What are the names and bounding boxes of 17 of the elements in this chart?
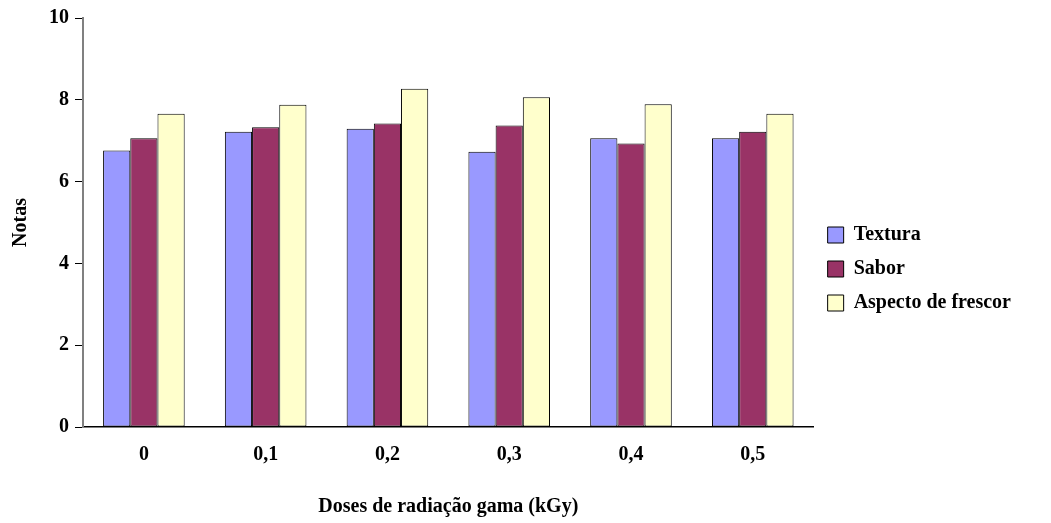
x-tick-label: 0,1 <box>253 442 279 465</box>
legend-label: Aspecto de frescor <box>853 290 1012 314</box>
legend-label: Textura <box>853 222 921 245</box>
x-axis-title: Doses de radiação gama (kGy) <box>318 494 579 518</box>
y-tick-label: 10 <box>49 5 69 28</box>
legend-label: Sabor <box>853 256 905 279</box>
y-tick-label: 6 <box>59 168 69 191</box>
y-tick-label: 2 <box>59 332 69 355</box>
x-tick-label: 0,2 <box>374 442 400 465</box>
x-tick-label: 0,5 <box>740 442 766 465</box>
y-tick-label: 0 <box>59 414 69 437</box>
x-tick-label: 0,4 <box>618 442 644 465</box>
x-tick-label: 0,3 <box>496 442 522 465</box>
x-tick-label: 0 <box>138 442 149 465</box>
y-tick-label: 8 <box>59 86 69 109</box>
y-axis-title: Notas <box>8 197 31 247</box>
y-tick-label: 4 <box>59 250 69 273</box>
